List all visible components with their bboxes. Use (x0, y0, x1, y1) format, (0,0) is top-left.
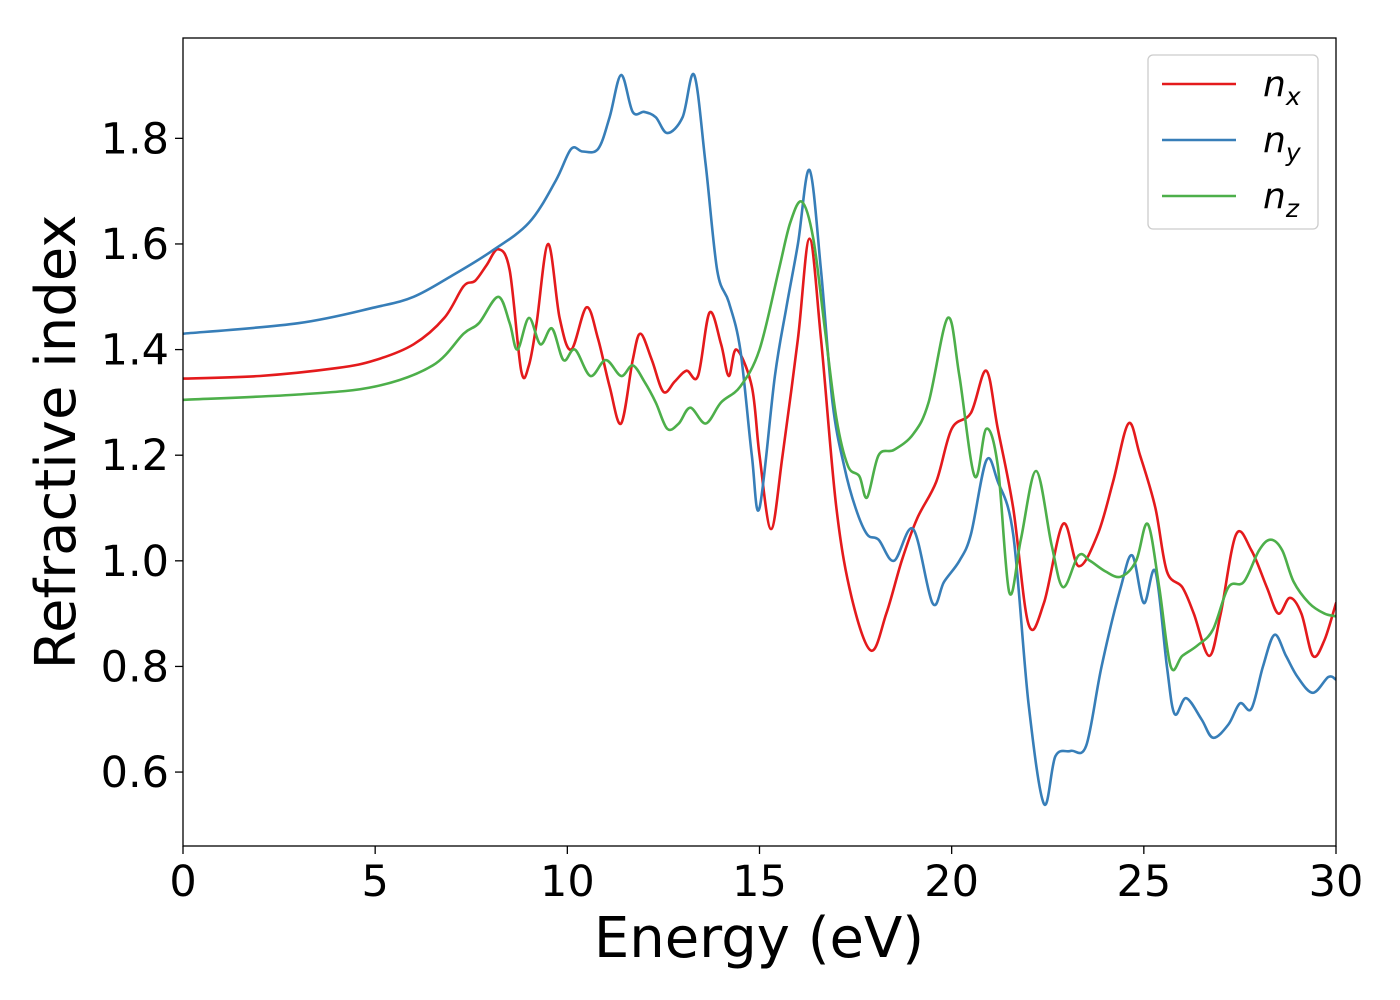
legend-label-n-y: ny (1263, 120, 1302, 167)
series-line-n-x (183, 237, 1336, 659)
y-tick-label: 1.8 (101, 114, 169, 164)
legend-label-n-z: nz (1263, 176, 1300, 223)
series-line-n-y (183, 72, 1336, 807)
y-axis-ticks: 0.6 0.8 1.0 1.2 1.4 1.6 1.8 (101, 114, 183, 798)
legend-entries: nx ny nz (1162, 64, 1302, 223)
y-tick-label: 1.2 (101, 431, 169, 481)
x-tick-label: 0 (169, 857, 196, 907)
legend: nx ny nz (1147, 54, 1319, 230)
x-tick-label: 25 (1116, 857, 1171, 907)
series-line-n-z (183, 200, 1336, 672)
x-tick-label: 15 (732, 857, 787, 907)
y-tick-label: 0.6 (101, 748, 169, 798)
legend-box (1147, 54, 1319, 230)
y-tick-label: 1.0 (101, 537, 169, 587)
x-axis-title: Energy (eV) (594, 906, 924, 971)
y-tick-label: 1.6 (101, 220, 169, 270)
lines-layer (183, 72, 1336, 807)
y-axis-title: Refractive index (24, 215, 89, 670)
x-axis-ticks: 0 5 10 15 20 25 30 (169, 846, 1363, 907)
x-tick-label: 20 (924, 857, 979, 907)
y-tick-label: 1.4 (101, 326, 169, 376)
x-tick-label: 5 (361, 857, 388, 907)
x-tick-label: 30 (1309, 857, 1364, 907)
x-tick-label: 10 (540, 857, 595, 907)
y-tick-label: 0.8 (101, 642, 169, 692)
legend-label-n-x: nx (1263, 64, 1301, 111)
